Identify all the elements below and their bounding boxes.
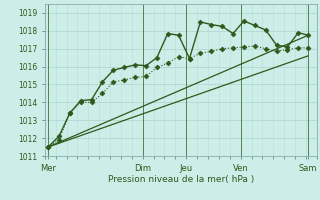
X-axis label: Pression niveau de la mer( hPa ): Pression niveau de la mer( hPa ) xyxy=(108,175,254,184)
